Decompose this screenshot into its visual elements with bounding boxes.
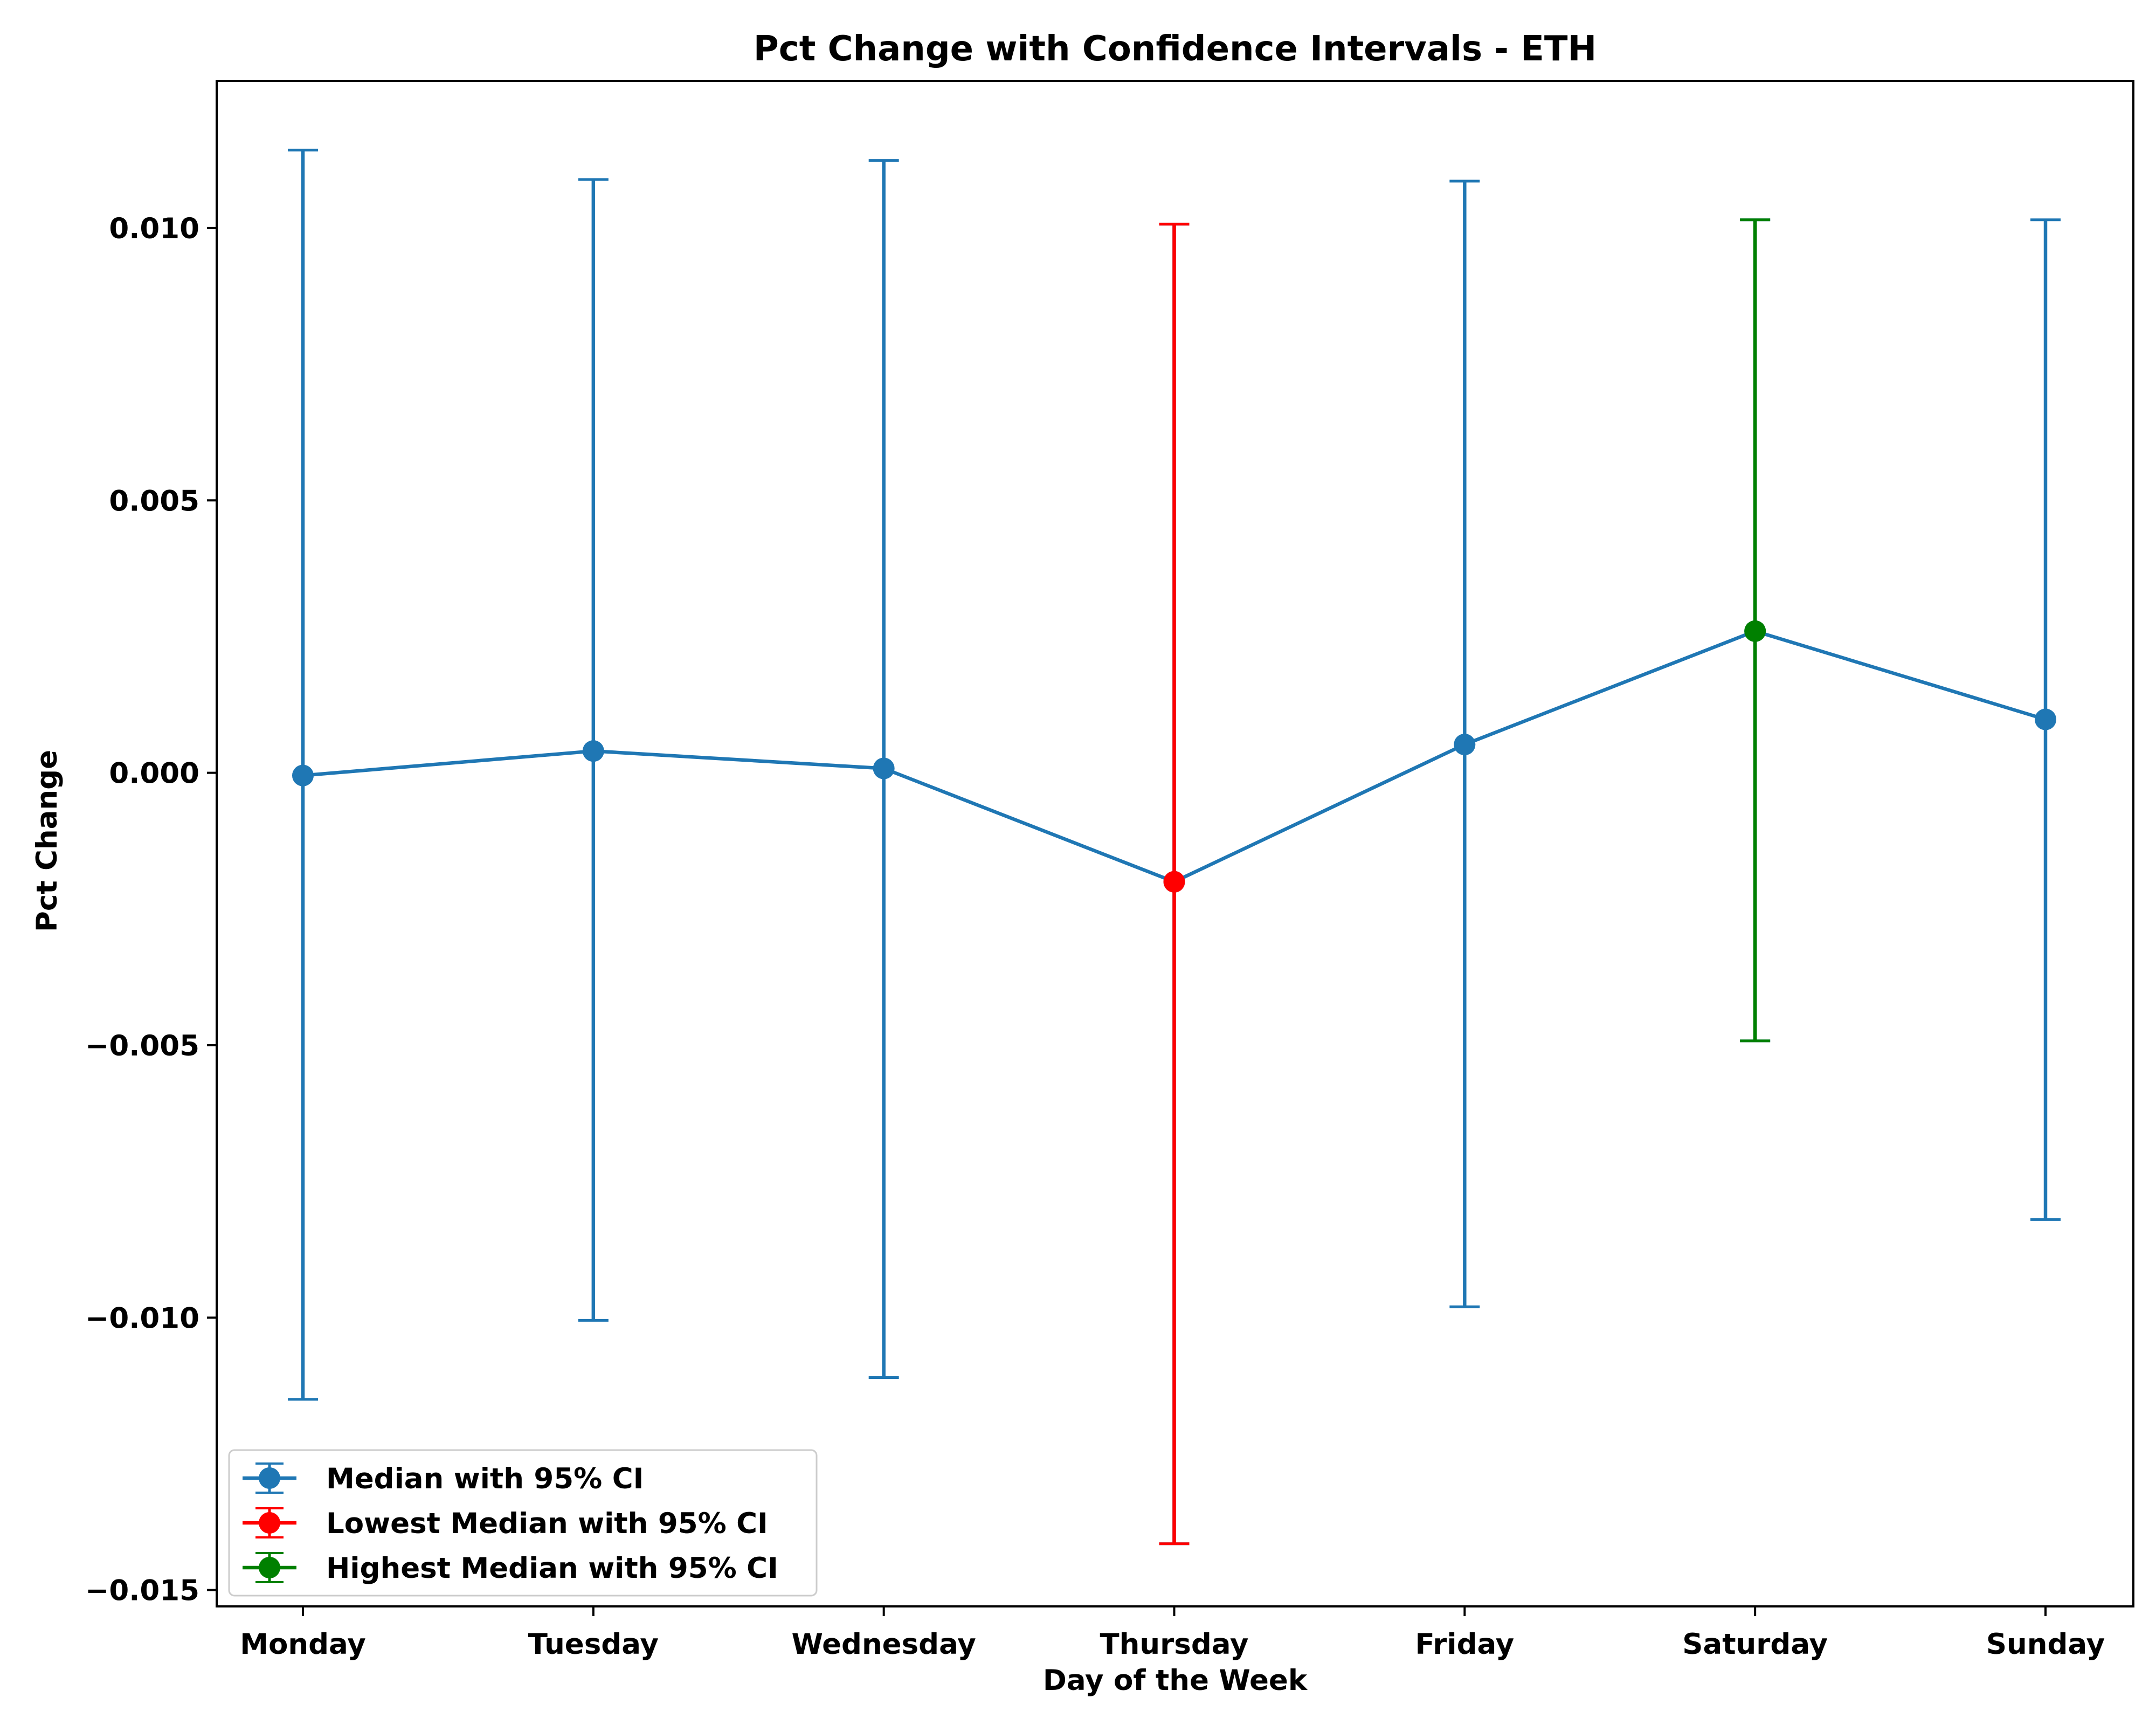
legend-box [228,1449,818,1597]
legend-handle-marker [259,1467,280,1489]
legend-label: Highest Median with 95% CI [326,1552,778,1585]
legend-handle-marker [259,1557,280,1578]
legend-handle-marker [259,1512,280,1534]
legend-label: Median with 95% CI [326,1462,644,1495]
y-tick-label: 0.010 [109,212,199,245]
y-tick-label: −0.005 [85,1030,199,1062]
x-axis-label: Day of the Week [1043,1664,1308,1697]
lowest-median-point [1163,871,1185,893]
y-tick-label: 0.000 [109,757,199,790]
median-point-friday [1454,734,1476,756]
chart-title: Pct Change with Confidence Intervals - E… [754,29,1597,69]
x-tick-label: Monday [240,1628,366,1661]
legend-entry: Median with 95% CI [243,1462,644,1495]
y-tick-label: −0.010 [85,1302,199,1335]
legend-entry: Highest Median with 95% CI [243,1552,778,1585]
x-tick-label: Wednesday [792,1628,976,1661]
legend-entry: Lowest Median with 95% CI [243,1507,768,1540]
median-point-sunday [2035,708,2056,730]
median-point-tuesday [582,740,604,762]
plot-area: −0.015 −0.010 −0.005 0.000 0.005 0.010 Monday T… [85,80,2134,1661]
highest-median-point [1744,620,1766,642]
x-tick-label: Saturday [1682,1628,1828,1661]
x-tick-label: Sunday [1986,1628,2105,1661]
x-tick-label: Thursday [1100,1628,1249,1661]
legend: Median with 95% CI Lowest Median with 95%… [228,1449,818,1597]
y-tick-label: 0.005 [109,485,199,518]
x-tick-label: Tuesday [528,1628,659,1661]
x-tick-label: Friday [1415,1628,1514,1661]
y-tick-label: −0.015 [85,1575,199,1607]
median-point-wednesday [873,757,895,779]
y-axis-label: Pct Change [31,750,64,932]
median-point-monday [292,764,314,786]
legend-label: Lowest Median with 95% CI [326,1507,768,1540]
